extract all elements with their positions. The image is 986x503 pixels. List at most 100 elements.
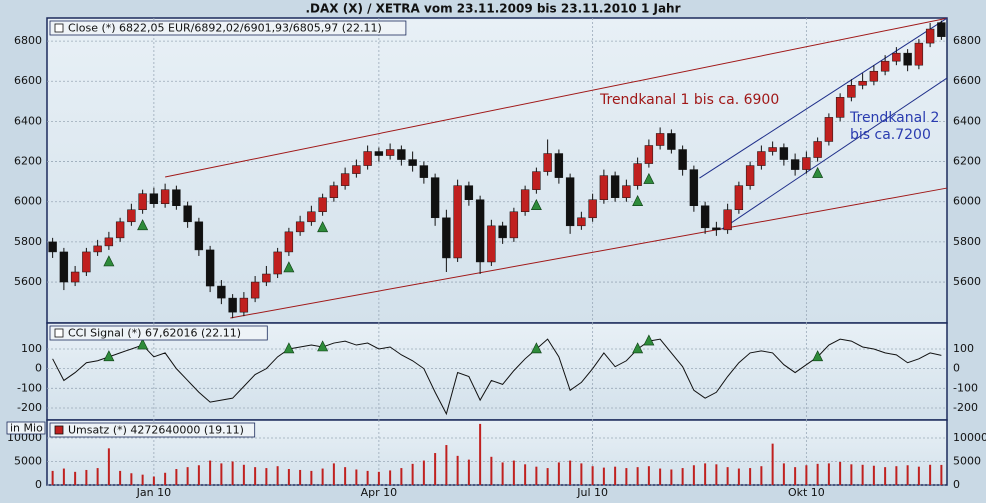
candle-body <box>779 147 789 160</box>
volume-bar <box>917 466 920 485</box>
volume-bar <box>940 464 943 485</box>
volume-bar <box>209 460 212 485</box>
volume-bar <box>287 469 290 485</box>
y-tick-label: 6800 <box>14 34 42 47</box>
candle-body <box>880 60 890 72</box>
volume-bar <box>422 460 425 485</box>
legend-text: Close (*) 6822,05 EUR/6892,02/6901,93/68… <box>68 22 382 35</box>
volume-bar <box>467 459 470 485</box>
volume-bar <box>299 469 302 485</box>
y-tick-label: 0 <box>35 478 42 491</box>
candle-body <box>464 185 474 200</box>
y-tick-label-right: 0 <box>953 478 960 491</box>
volume-bar <box>805 465 808 485</box>
volume-bar <box>715 464 718 485</box>
candle-body <box>318 197 327 213</box>
volume-bar <box>749 468 752 485</box>
volume-bar <box>96 468 99 485</box>
candle-body <box>329 185 339 198</box>
volume-bar <box>546 468 549 485</box>
candle-body <box>633 163 642 186</box>
candle-body <box>835 97 845 118</box>
candle-body <box>655 133 665 146</box>
candle-body <box>914 42 924 66</box>
candle-body <box>644 145 654 164</box>
y-tick-label-right: 6600 <box>953 74 981 87</box>
volume-bar <box>569 460 572 485</box>
volume-bar <box>344 467 347 485</box>
y-tick-label-right: 6000 <box>953 195 981 208</box>
cci-line <box>52 338 942 416</box>
candle-body <box>903 52 912 66</box>
volume-bar <box>501 462 504 485</box>
candle-body <box>397 149 406 160</box>
candle-body <box>520 189 530 213</box>
volume-bar <box>580 463 583 485</box>
volume-bar <box>119 470 122 485</box>
y-tick-label-right: 5000 <box>953 455 981 468</box>
volume-bar <box>490 456 493 485</box>
candle-body <box>363 151 372 166</box>
candle-body <box>104 237 114 247</box>
volume-bar <box>524 464 527 485</box>
buy-signal <box>283 342 295 354</box>
volume-bar <box>681 468 684 485</box>
volume-bar <box>647 466 650 485</box>
volume-bar <box>794 467 797 485</box>
volume-bar <box>85 469 88 485</box>
candle-body <box>239 297 249 313</box>
buy-signal <box>317 340 329 352</box>
candle-body <box>419 165 429 178</box>
candle-body <box>925 28 935 44</box>
price-panel <box>46 17 948 324</box>
candle-body <box>295 221 305 233</box>
volume-bar <box>231 461 234 485</box>
volume-bar <box>62 468 65 485</box>
volume-bar <box>186 467 189 485</box>
candle-body <box>745 165 755 186</box>
legend-box <box>49 422 256 438</box>
legend-box <box>49 325 268 341</box>
candle-body <box>678 149 687 170</box>
annotation: Trendkanal 2 <box>849 110 939 126</box>
candle-body <box>892 52 901 62</box>
candle-body <box>93 245 102 253</box>
volume-bar <box>152 476 155 485</box>
candle-body <box>340 173 350 186</box>
volume-bar <box>366 470 369 485</box>
candle-body <box>442 217 451 259</box>
candle-body <box>700 205 710 229</box>
volume-bar <box>197 465 200 485</box>
volume-bar <box>929 464 932 485</box>
candle-body <box>610 175 620 198</box>
volume-bar <box>906 465 909 485</box>
buy-signal <box>812 166 824 178</box>
trend-line <box>230 187 948 319</box>
legend-swatch <box>54 328 64 338</box>
annotation: Trendkanal 1 bis ca. 6900 <box>599 92 779 108</box>
candle-body <box>475 199 485 263</box>
buy-signal <box>103 350 115 362</box>
candle-body <box>869 70 879 82</box>
buy-signal <box>643 172 655 184</box>
candle-body <box>790 159 800 170</box>
unit-box <box>6 421 46 435</box>
volume-bar <box>175 469 178 485</box>
candle-body <box>723 209 732 231</box>
candle-body <box>565 177 575 227</box>
legend-box <box>49 20 407 36</box>
x-tick-label: Apr 10 <box>361 486 398 499</box>
y-tick-label: 5800 <box>14 235 42 248</box>
candle-body <box>599 175 609 200</box>
legend-swatch <box>54 425 64 435</box>
candle-body <box>937 22 946 37</box>
candle-body <box>70 271 80 283</box>
volume-bar <box>535 466 538 485</box>
y-tick-label-right: 6200 <box>953 155 981 168</box>
y-tick-label-right: 10000 <box>953 431 986 444</box>
candle-body <box>554 153 564 178</box>
volume-bar <box>557 462 560 485</box>
y-tick-label-right: 5800 <box>953 235 981 248</box>
candle-body <box>622 185 631 198</box>
volume-bar <box>827 463 830 485</box>
